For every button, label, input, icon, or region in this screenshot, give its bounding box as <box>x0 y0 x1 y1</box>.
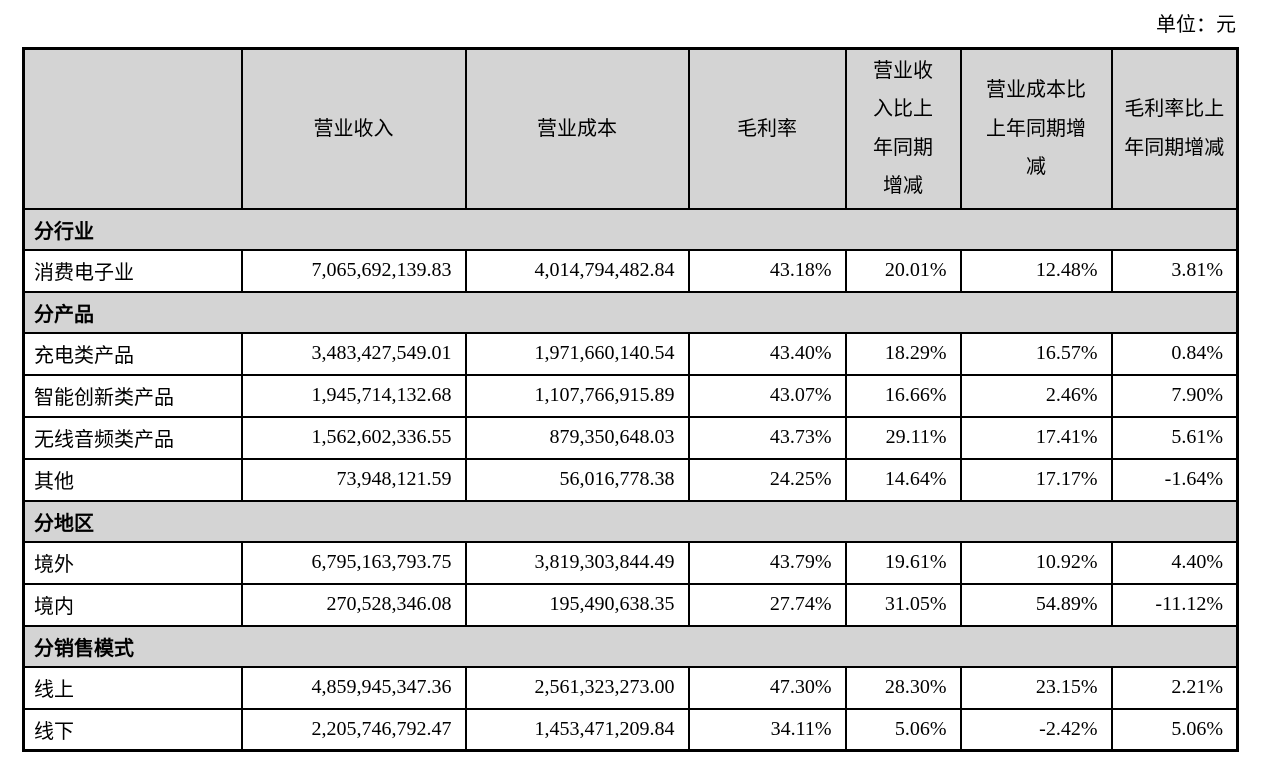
table-row: 其他 73,948,121.59 56,016,778.38 24.25% 14.64%… <box>22 457 1239 502</box>
column-header-label: 营业成本比上年同期增减 <box>986 79 1086 178</box>
table-row: 线下 2,205,746,792.47 1,453,471,209.84 34.11%… <box>22 707 1239 752</box>
row-label: 线下 <box>22 707 243 752</box>
cell-value: 3,483,427,549.01 <box>240 331 467 376</box>
cell-value: 43.18% <box>687 248 847 293</box>
cell-value: 27.74% <box>687 582 847 627</box>
cell-value: 4,014,794,482.84 <box>464 248 690 293</box>
table-row: 境内 270,528,346.08 195,490,638.35 27.74% 31.0… <box>22 582 1239 627</box>
table-row: 充电类产品 3,483,427,549.01 1,971,660,140.54 43.… <box>22 331 1239 376</box>
cell-value: 17.41% <box>959 415 1113 460</box>
cell-value: 29.11% <box>844 415 962 460</box>
cell-value: 2.46% <box>959 373 1113 418</box>
section-title: 分行业 <box>22 207 1239 251</box>
cell-value: 18.29% <box>844 331 962 376</box>
cell-value: 7.90% <box>1110 373 1239 418</box>
column-header-cost: 营业成本 <box>464 47 690 210</box>
table-row: 境外 6,795,163,793.75 3,819,303,844.49 43.79%… <box>22 540 1239 585</box>
column-header-revenue-yoy: 营业收入比上年同期增减 <box>844 47 962 210</box>
cell-value: 5.06% <box>844 707 962 752</box>
cell-value: 5.06% <box>1110 707 1239 752</box>
column-header-label: 营业收入比上年同期增减 <box>873 59 933 198</box>
cell-value: 43.73% <box>687 415 847 460</box>
column-header-label: 营业收入 <box>313 118 394 141</box>
unit-label: 单位：元 <box>1156 14 1236 36</box>
column-header-revenue: 营业收入 <box>240 47 467 210</box>
cell-value: 54.89% <box>959 582 1113 627</box>
column-header-blank <box>22 47 243 210</box>
cell-value: 1,562,602,336.55 <box>240 415 467 460</box>
cell-value: 43.07% <box>687 373 847 418</box>
cell-value: 31.05% <box>844 582 962 627</box>
header-row: 营业收入 营业成本 毛利率 营业收入比上年同期增减 营业成本比上年同期增减 毛利… <box>22 47 1239 210</box>
cell-value: 2,561,323,273.00 <box>464 665 690 710</box>
section-header-row: 分地区 <box>22 499 1239 543</box>
section-header-row: 分行业 <box>22 207 1239 251</box>
cell-value: 24.25% <box>687 457 847 502</box>
cell-value: 879,350,648.03 <box>464 415 690 460</box>
column-header-label: 毛利率 <box>737 118 797 141</box>
cell-value: 16.66% <box>844 373 962 418</box>
row-label: 境内 <box>22 582 243 627</box>
cell-value: 2,205,746,792.47 <box>240 707 467 752</box>
cell-value: -11.12% <box>1110 582 1239 627</box>
cell-value: 0.84% <box>1110 331 1239 376</box>
cell-value: 270,528,346.08 <box>240 582 467 627</box>
cell-value: 14.64% <box>844 457 962 502</box>
cell-value: 73,948,121.59 <box>240 457 467 502</box>
section-title: 分地区 <box>22 499 1239 543</box>
cell-value: 3.81% <box>1110 248 1239 293</box>
row-label: 境外 <box>22 540 243 585</box>
table-row: 消费电子业 7,065,692,139.83 4,014,794,482.84 43.… <box>22 248 1239 293</box>
table-header: 营业收入 营业成本 毛利率 营业收入比上年同期增减 营业成本比上年同期增减 毛利… <box>22 47 1239 210</box>
cell-value: 16.57% <box>959 331 1113 376</box>
cell-value: 4.40% <box>1110 540 1239 585</box>
table-row: 智能创新类产品 1,945,714,132.68 1,107,766,915.89 4… <box>22 373 1239 418</box>
section-title: 分销售模式 <box>22 624 1239 668</box>
revenue-breakdown-table: 营业收入 营业成本 毛利率 营业收入比上年同期增减 营业成本比上年同期增减 毛利… <box>22 47 1239 752</box>
cell-value: 1,107,766,915.89 <box>464 373 690 418</box>
cell-value: 3,819,303,844.49 <box>464 540 690 585</box>
column-header-label: 毛利率比上年同期增减 <box>1124 98 1225 159</box>
table-row: 无线音频类产品 1,562,602,336.55 879,350,648.03 43.… <box>22 415 1239 460</box>
cell-value: 4,859,945,347.36 <box>240 665 467 710</box>
section-title: 分产品 <box>22 290 1239 334</box>
cell-value: -1.64% <box>1110 457 1239 502</box>
cell-value: 10.92% <box>959 540 1113 585</box>
cell-value: 19.61% <box>844 540 962 585</box>
cell-value: 12.48% <box>959 248 1113 293</box>
table-body: 分行业 消费电子业 7,065,692,139.83 4,014,794,482.84… <box>22 207 1239 752</box>
cell-value: 43.79% <box>687 540 847 585</box>
row-label: 其他 <box>22 457 243 502</box>
cell-value: 7,065,692,139.83 <box>240 248 467 293</box>
cell-value: 17.17% <box>959 457 1113 502</box>
cell-value: 1,971,660,140.54 <box>464 331 690 376</box>
row-label: 线上 <box>22 665 243 710</box>
section-header-row: 分销售模式 <box>22 624 1239 668</box>
cell-value: 2.21% <box>1110 665 1239 710</box>
cell-value: 1,945,714,132.68 <box>240 373 467 418</box>
cell-value: 23.15% <box>959 665 1113 710</box>
row-label: 智能创新类产品 <box>22 373 243 418</box>
row-label: 消费电子业 <box>22 248 243 293</box>
cell-value: 28.30% <box>844 665 962 710</box>
section-header-row: 分产品 <box>22 290 1239 334</box>
cell-value: 34.11% <box>687 707 847 752</box>
row-label: 充电类产品 <box>22 331 243 376</box>
cell-value: 56,016,778.38 <box>464 457 690 502</box>
cell-value: 43.40% <box>687 331 847 376</box>
row-label: 无线音频类产品 <box>22 415 243 460</box>
cell-value: 5.61% <box>1110 415 1239 460</box>
column-header-margin-yoy: 毛利率比上年同期增减 <box>1110 47 1239 210</box>
cell-value: 6,795,163,793.75 <box>240 540 467 585</box>
cell-value: 1,453,471,209.84 <box>464 707 690 752</box>
cell-value: 47.30% <box>687 665 847 710</box>
cell-value: 20.01% <box>844 248 962 293</box>
column-header-label: 营业成本 <box>537 118 617 141</box>
column-header-cost-yoy: 营业成本比上年同期增减 <box>959 47 1113 210</box>
table-row: 线上 4,859,945,347.36 2,561,323,273.00 47.30%… <box>22 665 1239 710</box>
column-header-gross-margin: 毛利率 <box>687 47 847 210</box>
cell-value: -2.42% <box>959 707 1113 752</box>
cell-value: 195,490,638.35 <box>464 582 690 627</box>
